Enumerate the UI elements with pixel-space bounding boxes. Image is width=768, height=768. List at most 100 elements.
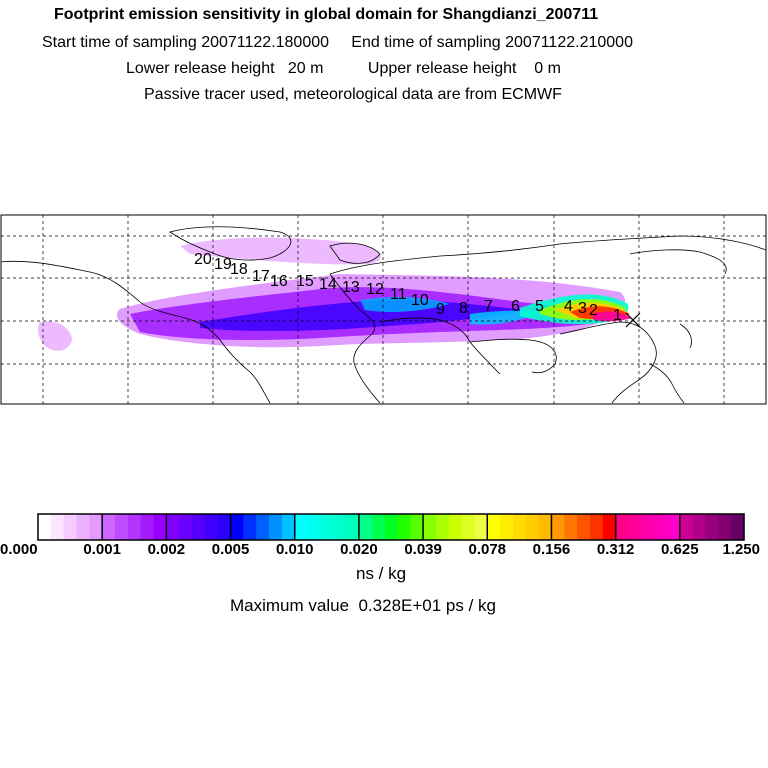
traj-label: 8	[459, 300, 468, 317]
colorbar-swatch	[204, 514, 219, 540]
colorbar-swatch	[127, 514, 142, 540]
lower-value: 20 m	[287, 60, 324, 77]
colorbar-swatch	[102, 514, 116, 540]
colorbar-tick-label: 0.020	[340, 541, 378, 558]
chart-title: Footprint emission sensitivity in global…	[54, 6, 599, 23]
traj-label: 3	[578, 300, 587, 317]
colorbar-swatch	[294, 514, 309, 540]
colorbar-swatch	[76, 514, 90, 540]
colorbar-swatch	[435, 514, 450, 540]
colorbar-swatch	[179, 514, 193, 540]
tracer-note: Passive tracer used, meteorological data…	[144, 86, 562, 103]
traj-label: 6	[511, 298, 520, 315]
colorbar-swatch	[63, 514, 78, 540]
upper-value: 0 m	[534, 60, 561, 77]
trajectory-labels: 1 2 3 4 5 6 7 8 9 10 11 12 13 14 15 16 1…	[194, 251, 622, 324]
colorbar-swatch	[577, 514, 591, 540]
colorbar-swatch	[269, 514, 283, 540]
colorbar-swatch	[538, 514, 553, 540]
colorbar-swatch	[615, 514, 630, 540]
receptor-marker	[625, 312, 641, 328]
release-heights: Lower release height 20 m Upper release …	[126, 60, 768, 78]
sampling-times: Start time of sampling 20071122.180000 E…	[42, 34, 768, 52]
colorbar-frame	[37, 513, 745, 541]
colorbar-swatch	[89, 514, 103, 540]
colorbar-swatch	[38, 514, 52, 540]
colorbar-tick-label: 0.001	[83, 541, 121, 558]
traj-label: 12	[366, 281, 384, 298]
colorbar-swatch	[140, 514, 155, 540]
colorbar: 0.000 0.001 0.002 0.005 0.010 0.020 0.039 0.078…	[0, 513, 760, 558]
colorbar-tick-label: 0.078	[468, 541, 506, 558]
traj-label: 19	[214, 256, 232, 273]
colorbar-swatch	[153, 514, 167, 540]
colorbar-swatch	[589, 514, 604, 540]
colorbar-swatch	[512, 514, 527, 540]
traj-label: 20	[194, 251, 212, 268]
colorbar-tick-label: 0.312	[597, 541, 635, 558]
traj-label: 5	[535, 298, 544, 315]
traj-label: 14	[319, 276, 337, 293]
colorbar-tick-label: 0.156	[533, 541, 571, 558]
colorbar-tick-labels: 0.000 0.001 0.002 0.005 0.010 0.020 0.039 0.078…	[0, 541, 760, 558]
colorbar-swatch	[461, 514, 476, 540]
colorbar-swatch	[371, 514, 386, 540]
colorbar-swatch	[474, 514, 488, 540]
colorbar-swatch	[50, 514, 65, 540]
start-label: Start time of sampling	[42, 34, 197, 51]
footprint-plume	[37, 237, 632, 351]
colorbar-swatch	[500, 514, 514, 540]
colorbar-swatch	[551, 514, 565, 540]
end-value: 20071122.210000	[505, 34, 633, 51]
traj-label: 18	[230, 261, 248, 278]
colorbar-swatch	[628, 514, 642, 540]
footprint-map: 1 2 3 4 5 6 7 8 9 10 11 12 13 14 15 16 1…	[0, 214, 767, 405]
colorbar-swatch	[307, 514, 321, 540]
colorbar-swatch	[192, 514, 206, 540]
traj-label: 7	[484, 298, 493, 315]
colorbar-swatch	[410, 514, 424, 540]
colorbar-swatch	[230, 514, 244, 540]
colorbar-swatch	[320, 514, 334, 540]
upper-label: Upper release height	[367, 60, 517, 77]
coastlines	[1, 226, 766, 404]
colorbar-swatch	[256, 514, 270, 540]
colorbar-swatch	[243, 514, 257, 540]
colorbar-tick-label: 1.250	[722, 541, 760, 558]
traj-label: 15	[296, 273, 314, 290]
start-value: 20071122.180000	[201, 34, 330, 51]
colorbar-swatch	[397, 514, 411, 540]
colorbar-dividers	[101, 514, 681, 540]
colorbar-swatch	[166, 514, 180, 540]
colorbar-swatches	[38, 514, 745, 540]
colorbar-swatch	[448, 514, 463, 540]
colorbar-swatch	[564, 514, 578, 540]
colorbar-swatch	[641, 514, 655, 540]
end-label: End time of sampling	[351, 34, 501, 51]
colorbar-swatch	[679, 514, 694, 540]
traj-label: 13	[342, 279, 360, 296]
colorbar-swatch	[115, 514, 129, 540]
traj-label: 1	[613, 307, 622, 324]
colorbar-swatch	[281, 514, 296, 540]
colorbar-swatch	[602, 514, 617, 540]
colorbar-swatch	[692, 514, 707, 540]
colorbar-tick-label: 0.625	[661, 541, 699, 558]
colorbar-swatch	[654, 514, 668, 540]
traj-label: 2	[589, 302, 598, 319]
colorbar-swatch	[346, 514, 360, 540]
colorbar-unit: ns / kg	[356, 564, 407, 583]
maximum-value: Maximum value 0.328E+01 ps / kg	[230, 596, 496, 615]
colorbar-tick-label: 0.002	[148, 541, 186, 558]
colorbar-tick-label: 0.000	[0, 541, 38, 558]
traj-label: 11	[390, 286, 407, 303]
traj-label: 10	[411, 292, 429, 309]
colorbar-swatch	[666, 514, 681, 540]
colorbar-swatch	[358, 514, 373, 540]
colorbar-swatch	[217, 514, 232, 540]
colorbar-swatch	[333, 514, 347, 540]
colorbar-swatch	[731, 514, 745, 540]
traj-label: 9	[436, 301, 445, 318]
lower-label: Lower release height	[126, 60, 275, 77]
colorbar-swatch	[384, 514, 399, 540]
